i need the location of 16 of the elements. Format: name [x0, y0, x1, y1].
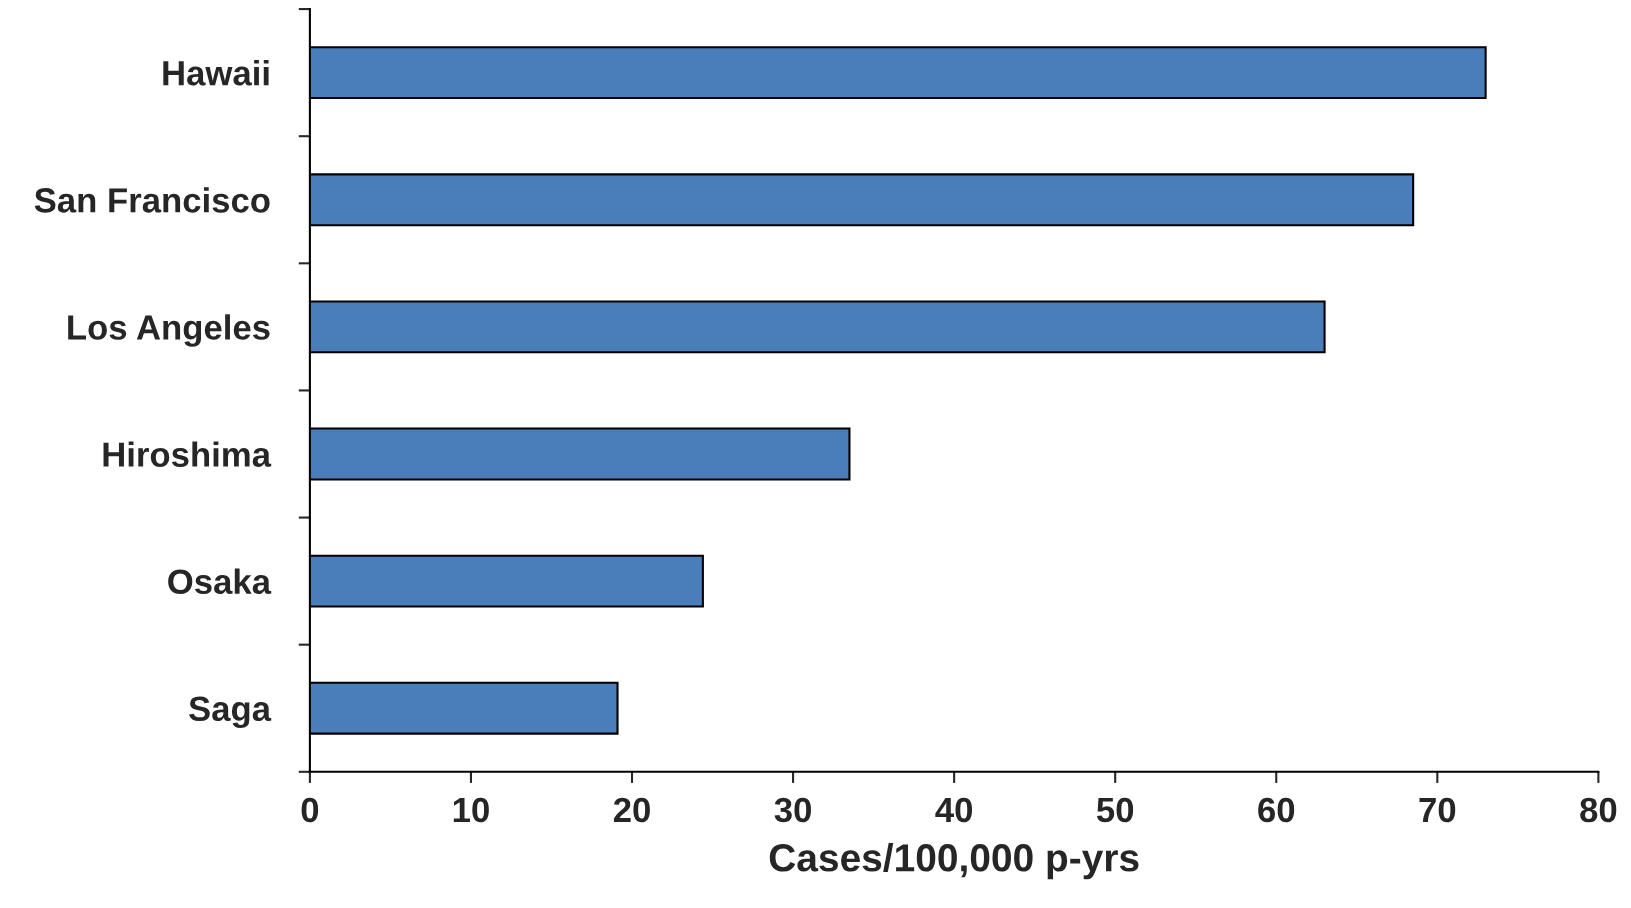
y-tick-label: Saga: [189, 696, 272, 729]
x-tick-label: 70: [1419, 797, 1456, 823]
x-tick-label: 30: [774, 797, 811, 823]
x-tick-label: 80: [1580, 797, 1617, 823]
x-tick-label: 40: [935, 797, 973, 823]
y-tick-label: Hawaii: [163, 60, 269, 86]
x-tick-label: 60: [1258, 797, 1295, 823]
y-tick-label: Hiroshima: [103, 441, 272, 467]
y-tick-label: Osaka: [168, 568, 272, 595]
y-tick-label: San Francisco: [34, 187, 270, 213]
x-tick-label: 20: [613, 797, 650, 823]
x-axis-title: Cases/100,000 p-yrs: [769, 843, 1139, 880]
x-tick-label: 50: [1096, 797, 1134, 823]
y-tick-label: Los Angeles: [68, 314, 270, 347]
x-tick-label: 0: [301, 797, 319, 823]
x-tick-label: 10: [453, 797, 489, 823]
